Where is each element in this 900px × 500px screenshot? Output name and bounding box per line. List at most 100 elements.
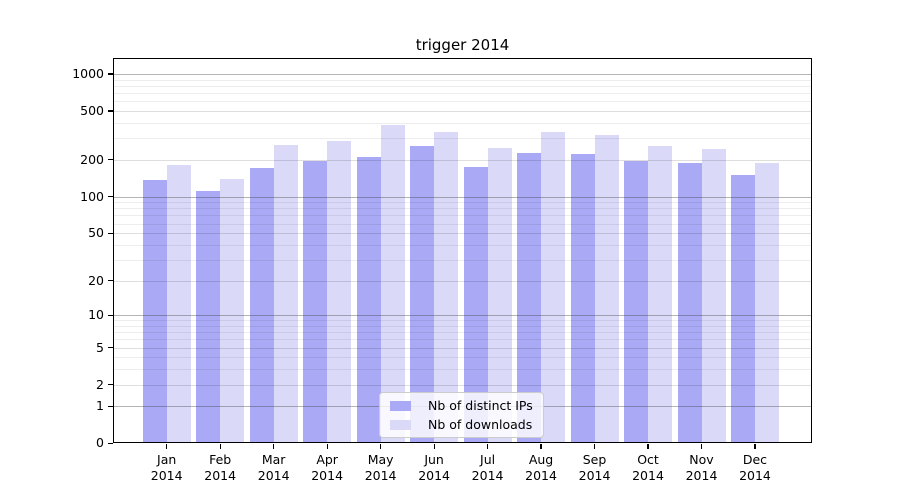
- x-tick-label-year: 2014: [150, 468, 183, 483]
- x-tick-label-jan: Jan 2014: [137, 452, 197, 484]
- y-tick-label-100: 100: [80, 188, 104, 204]
- x-tick-label-year: 2014: [418, 468, 450, 483]
- x-tick-label-year: 2014: [204, 468, 237, 483]
- bar-distinct-ips-feb: [196, 190, 221, 444]
- y-tick-mark-5: [108, 346, 113, 349]
- x-tick-label-apr: Apr 2014: [297, 452, 357, 484]
- gridline-mid-50: [113, 233, 812, 235]
- x-tick-label-month: Feb: [209, 452, 232, 467]
- x-tick-label-year: 2014: [525, 468, 557, 483]
- x-tick-label-month: Jan: [157, 452, 177, 467]
- gridline-minor-7: [113, 332, 812, 334]
- x-tick-mark-jun: [433, 443, 435, 449]
- y-tick-mark-0: [108, 442, 113, 444]
- x-tick-label-year: 2014: [578, 468, 611, 483]
- gridline-minor-800: [113, 85, 812, 87]
- bar-distinct-ips-mar: [249, 168, 274, 444]
- bar-downloads-feb: [220, 178, 245, 444]
- x-tick-label-oct: Oct 2014: [618, 452, 678, 484]
- x-tick-label-month: Aug: [528, 452, 554, 467]
- x-tick-label-nov: Nov 2014: [672, 452, 732, 484]
- y-tick-label-1000: 1000: [72, 66, 104, 81]
- legend-item-downloads: Nb of downloads: [390, 416, 533, 433]
- y-tick-mark-10: [108, 314, 113, 316]
- x-tick-label-year: 2014: [364, 468, 397, 483]
- x-tick-label-month: Jun: [424, 452, 444, 467]
- bar-downloads-oct: [648, 146, 673, 444]
- gridline-minor-600: [113, 101, 812, 103]
- y-tick-label-1: 1: [96, 398, 104, 414]
- y-tick-label-2: 2: [96, 376, 104, 392]
- y-tick-mark-2: [108, 383, 113, 386]
- y-tick-label-200: 200: [80, 151, 104, 167]
- x-tick-label-month: Dec: [742, 452, 768, 467]
- bar-downloads-nov: [701, 149, 726, 444]
- x-tick-label-month: Apr: [316, 452, 338, 467]
- y-tick-label-500: 500: [80, 102, 104, 118]
- y-tick-mark-50: [108, 232, 113, 234]
- bar-distinct-ips-nov: [677, 162, 702, 444]
- x-tick-label-year: 2014: [632, 468, 664, 483]
- x-tick-label-mar: Mar 2014: [244, 452, 304, 484]
- bar-distinct-ips-may: [356, 157, 381, 444]
- gridline-minor-40: [113, 244, 812, 246]
- x-tick-label-sep: Sep 2014: [565, 452, 625, 484]
- bar-downloads-jun: [434, 131, 459, 444]
- gridline-minor-900: [113, 79, 812, 81]
- gridline-mid-5: [113, 347, 812, 349]
- gridline-minor-700: [113, 93, 812, 95]
- y-tick-label-10: 10: [88, 307, 104, 323]
- x-tick-label-year: 2014: [257, 468, 290, 483]
- x-tick-label-aug: Aug 2014: [511, 452, 571, 484]
- x-tick-label-year: 2014: [739, 468, 771, 483]
- legend-label-distinct-ips: Nb of distinct IPs: [428, 397, 533, 413]
- x-tick-mark-dec: [754, 443, 756, 449]
- y-tick-label-0: 0: [96, 435, 104, 451]
- gridline-mid-500: [113, 110, 812, 112]
- x-tick-label-month: Mar: [261, 452, 286, 467]
- bar-downloads-aug: [541, 131, 566, 444]
- bar-downloads-mar: [273, 145, 298, 444]
- x-tick-label-month: Oct: [637, 452, 659, 467]
- gridline-minor-60: [113, 223, 812, 225]
- gridline-minor-6: [113, 339, 812, 341]
- y-tick-mark-200: [108, 159, 113, 161]
- axes-spines: [113, 58, 812, 443]
- x-tick-label-month: Jul: [480, 452, 496, 467]
- x-tick-mark-feb: [219, 443, 221, 449]
- x-tick-label-year: 2014: [311, 468, 344, 483]
- y-tick-label-5: 5: [96, 339, 104, 355]
- legend-item-distinct-ips: Nb of distinct IPs: [390, 397, 533, 414]
- x-tick-label-year: 2014: [685, 468, 718, 483]
- gridline-minor-9: [113, 320, 812, 322]
- gridline-minor-8: [113, 325, 812, 327]
- y-tick-mark-1000: [108, 73, 113, 75]
- bar-downloads-jan: [166, 165, 191, 444]
- y-tick-label-50: 50: [88, 225, 104, 241]
- x-tick-mark-sep: [593, 443, 596, 449]
- legend-swatch-downloads-icon: [390, 419, 411, 430]
- x-tick-label-month: May: [367, 452, 394, 467]
- chart-title: trigger 2014: [415, 36, 510, 54]
- y-tick-label-20: 20: [88, 272, 104, 288]
- gridline-mid-2: [113, 384, 812, 386]
- x-tick-label-may: May 2014: [351, 452, 411, 484]
- x-tick-label-dec: Dec 2014: [725, 452, 785, 484]
- gridline-mid-200: [113, 159, 812, 161]
- x-tick-mark-may: [380, 443, 382, 449]
- x-tick-mark-mar: [273, 443, 275, 449]
- gridline-minor-4: [113, 357, 812, 359]
- legend-label-downloads: Nb of downloads: [428, 416, 533, 432]
- y-tick-mark-1: [108, 405, 113, 407]
- x-tick-label-jul: Jul 2014: [458, 452, 518, 484]
- bar-distinct-ips-jan: [142, 179, 167, 444]
- bar-distinct-ips-oct: [624, 160, 649, 444]
- x-tick-mark-nov: [700, 443, 703, 449]
- gridline-minor-400: [113, 122, 812, 124]
- gridline-major-100: [113, 196, 812, 198]
- x-tick-mark-aug: [540, 443, 542, 449]
- gridline-minor-30: [113, 259, 812, 261]
- gridline-minor-300: [113, 138, 812, 140]
